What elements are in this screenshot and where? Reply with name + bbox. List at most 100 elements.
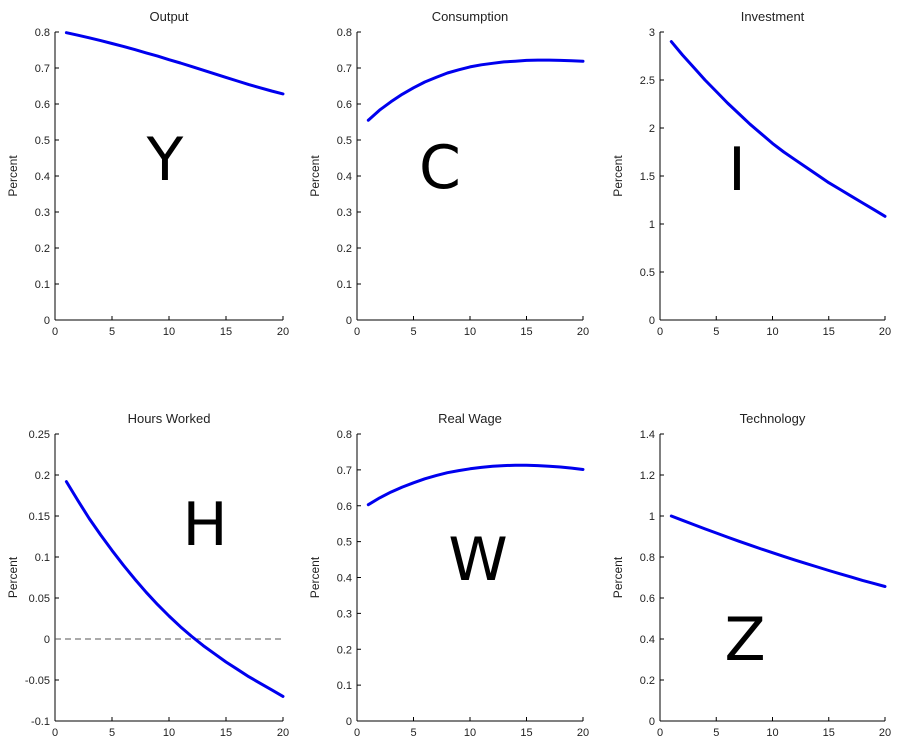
investment-ytick-label: 2	[649, 123, 655, 135]
technology-ytick-label: 0	[649, 716, 655, 728]
consumption-data-point	[424, 81, 426, 83]
consumption-panel: Consumption Percent 0 5 10 15 20 0 0.1 0.2 0.3 0.4 0…	[308, 9, 589, 338]
consumption-data-point	[469, 66, 471, 68]
real-wage-data-point	[424, 478, 426, 480]
technology-xtick-label: 10	[766, 727, 778, 739]
output-data-point	[156, 55, 158, 57]
real-wage-ytick-label: 0.6	[337, 501, 352, 513]
investment-data-point	[726, 102, 728, 104]
output-data-point	[270, 90, 272, 92]
technology-title: Technology	[740, 411, 806, 426]
real-wage-data-point	[412, 482, 414, 484]
technology-data-point	[850, 576, 852, 578]
output-data-point	[225, 76, 227, 78]
hours-worked-ytick-label: 0.05	[29, 593, 50, 605]
technology-data-point	[783, 555, 785, 557]
investment-xtick-label: 20	[879, 326, 891, 338]
hours-worked-panel: Hours Worked Percent 0 5 10 15 20 -0.1 -0.05 0 0.0…	[6, 411, 289, 739]
hours-worked-data-point	[99, 534, 101, 536]
technology-ytick-label: 0.6	[640, 593, 655, 605]
consumption-ytick-label: 0.3	[337, 207, 352, 219]
real-wage-panel: Real Wage Percent 0 5 10 15 20 0 0.1 0.2 0.3 0.4 0.5…	[308, 411, 589, 739]
consumption-data-point	[458, 69, 460, 71]
consumption-data-point	[559, 59, 561, 61]
output-data-point	[213, 73, 215, 75]
investment-data-point	[704, 79, 706, 81]
output-data-point	[282, 93, 284, 95]
output-data-point	[179, 62, 181, 64]
hours-worked-data-point	[111, 549, 113, 551]
investment-data-point	[861, 202, 863, 204]
investment-series-line	[669, 40, 887, 218]
hours-worked-ytick-label: -0.05	[25, 675, 50, 687]
output-ytick-label: 0.1	[35, 279, 50, 291]
technology-data-point	[726, 536, 728, 538]
output-data-point	[248, 83, 250, 85]
technology-series-line	[669, 514, 887, 588]
hours-worked-ytick-label: 0.15	[29, 511, 50, 523]
investment-data-point	[794, 159, 796, 161]
investment-ytick-label: 3	[649, 27, 655, 39]
technology-data-point	[771, 552, 773, 554]
technology-data-point	[738, 540, 740, 542]
technology-xtick-label: 15	[823, 727, 835, 739]
output-data-point	[77, 34, 79, 36]
consumption-xtick-label: 0	[354, 326, 360, 338]
output-data-point	[134, 48, 136, 50]
real-wage-data-point	[367, 504, 369, 506]
consumption-data-point	[491, 62, 493, 64]
consumption-data-point	[401, 93, 403, 95]
consumption-data-point	[571, 60, 573, 62]
output-data-point	[191, 65, 193, 67]
output-title: Output	[149, 9, 188, 24]
technology-data-point	[828, 569, 830, 571]
consumption-data-point	[446, 72, 448, 74]
consumption-xtick-label: 15	[520, 326, 532, 338]
investment-data-point	[816, 174, 818, 176]
hours-worked-data-point	[225, 661, 227, 663]
output-ylabel: Percent	[6, 155, 20, 197]
investment-ytick-label: 0	[649, 315, 655, 327]
output-data-point	[88, 37, 90, 39]
hours-worked-big-letter: H	[182, 490, 227, 560]
consumption-ytick-label: 0.7	[337, 63, 352, 75]
output-xtick-label: 10	[163, 326, 175, 338]
real-wage-data-point	[378, 497, 380, 499]
hours-worked-data-point	[145, 591, 147, 593]
consumption-ytick-label: 0	[346, 315, 352, 327]
hours-worked-data-point	[122, 564, 124, 566]
consumption-data-point	[435, 76, 437, 78]
consumption-ytick-label: 0.4	[337, 171, 352, 183]
investment-ytick-label: 1	[649, 219, 655, 231]
real-wage-ytick-label: 0	[346, 716, 352, 728]
real-wage-xtick-label: 10	[464, 727, 476, 739]
consumption-title: Consumption	[432, 9, 509, 24]
consumption-data-point	[525, 59, 527, 61]
investment-big-letter: I	[728, 135, 746, 205]
real-wage-data-point	[514, 464, 516, 466]
output-series-line	[64, 31, 285, 96]
technology-panel: Technology Percent 0 5 10 15 20 0 0.2 0.4 0.6 0.8 1 1…	[611, 411, 891, 739]
investment-xtick-label: 0	[657, 326, 663, 338]
real-wage-data-point	[491, 465, 493, 467]
technology-ytick-label: 0.2	[640, 675, 655, 687]
investment-ylabel: Percent	[611, 155, 625, 197]
technology-ytick-label: 1	[649, 511, 655, 523]
hours-worked-data-point	[77, 499, 79, 501]
consumption-data-point	[480, 64, 482, 66]
investment-data-point	[681, 54, 683, 56]
output-ytick-label: 0.2	[35, 243, 50, 255]
investment-xtick-label: 15	[823, 326, 835, 338]
consumption-big-letter: C	[419, 133, 461, 203]
real-wage-ytick-label: 0.5	[337, 537, 352, 549]
hours-worked-ylabel: Percent	[6, 556, 20, 598]
consumption-data-point	[514, 60, 516, 62]
output-data-point	[236, 80, 238, 82]
output-big-letter: Y	[146, 125, 184, 195]
consumption-data-point	[582, 60, 584, 62]
real-wage-ylabel: Percent	[308, 556, 322, 598]
technology-ytick-label: 0.4	[640, 634, 655, 646]
technology-data-point	[670, 515, 672, 517]
hours-worked-ytick-label: -0.1	[31, 716, 50, 728]
hours-worked-data-point	[88, 517, 90, 519]
